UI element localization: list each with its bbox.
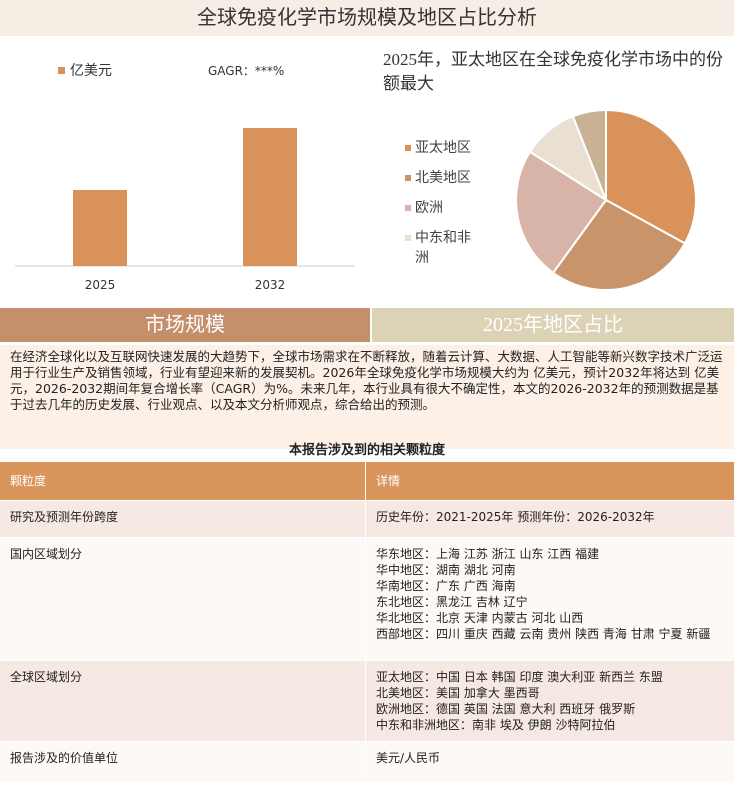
detail-line: 华东地区：上海 江苏 浙江 山东 江西 福建 bbox=[376, 547, 600, 561]
legend-item: 中东和非洲 bbox=[405, 228, 480, 268]
legend-label: 欧洲 bbox=[415, 200, 443, 216]
detail-line: 华北地区：北京 天津 内蒙古 河北 山西 bbox=[376, 611, 584, 625]
detail-line: 欧洲地区：德国 英国 法国 意大利 西班牙 俄罗斯 bbox=[376, 702, 636, 716]
detail-line: 华南地区：广东 广西 海南 bbox=[376, 579, 516, 593]
legend-item: 北美地区 bbox=[405, 168, 480, 188]
table-cell: 亚太地区：中国 日本 韩国 印度 澳大利亚 新西兰 东盟 北美地区：美国 加拿大 … bbox=[366, 661, 734, 741]
legend-label: 亚太地区 bbox=[415, 140, 471, 156]
detail-line: 东北地区：黑龙江 吉林 辽宁 bbox=[376, 595, 528, 609]
table-cell: 历史年份：2021-2025年 预测年份：2026-2032年 bbox=[366, 501, 734, 537]
tab: 市场规模 bbox=[0, 308, 370, 342]
table: 颗粒度 详情 研究及预测年份跨度 历史年份：2021-2025年 预测年份：202… bbox=[0, 462, 734, 783]
legend-swatch bbox=[405, 205, 411, 211]
detail-line: 历史年份：2021-2025年 预测年份：2026-2032年 bbox=[376, 510, 655, 524]
legend-swatch bbox=[405, 145, 411, 151]
legend-item: 亚太地区 bbox=[405, 138, 480, 158]
tab: 2025年地区占比 bbox=[372, 308, 734, 342]
table-header: 颗粒度 详情 bbox=[0, 462, 734, 501]
pie-slice bbox=[515, 150, 608, 275]
pie-slice bbox=[605, 108, 697, 245]
legend-item: 欧洲 bbox=[405, 198, 480, 218]
title: 全球免疫化学市场规模及地区占比分析 bbox=[0, 0, 734, 36]
legend-swatch bbox=[405, 175, 411, 181]
pie-chart bbox=[515, 108, 697, 291]
table-row: 国内区域划分 华东地区：上海 江苏 浙江 山东 江西 福建 华中地区：湖南 湖北 河… bbox=[0, 538, 734, 661]
paragraph: 在经济全球化以及互联网快速发展的大趋势下，全球市场需求在不断释放，随着云计算、大… bbox=[0, 345, 734, 449]
legend-swatch bbox=[405, 235, 411, 241]
table-cell: 全球区域划分 bbox=[0, 661, 366, 741]
legend-label: 北美地区 bbox=[415, 170, 471, 186]
legend-label: 亿美元 bbox=[70, 63, 112, 79]
detail-line: 西部地区：四川 重庆 西藏 云南 贵州 陕西 青海 甘肃 宁夏 新疆 bbox=[376, 627, 711, 641]
detail-line: 美元/人民币 bbox=[376, 751, 441, 765]
x-tick-label: 2025 bbox=[85, 278, 116, 292]
pie-title: 2025年，亚太地区在全球免疫化学市场中的份额最大 bbox=[383, 50, 723, 93]
table-row: 研究及预测年份跨度 历史年份：2021-2025年 预测年份：2026-2032年 bbox=[0, 501, 734, 538]
bar-chart: 亿美元 GAGR：***% 2025 2032 bbox=[15, 63, 355, 292]
pie-slice bbox=[551, 198, 687, 291]
table-title: 本报告涉及到的相关颗粒度 bbox=[288, 443, 445, 458]
annotation: GAGR：***% bbox=[208, 64, 284, 78]
table-cell: 研究及预测年份跨度 bbox=[0, 501, 366, 537]
table-row: 报告涉及的价值单位 美元/人民币 bbox=[0, 742, 734, 783]
detail-line: 北美地区：美国 加拿大 墨西哥 bbox=[376, 686, 540, 700]
detail-line: 亚太地区：中国 日本 韩国 印度 澳大利亚 新西兰 东盟 bbox=[376, 670, 663, 684]
detail-line: 华中地区：湖南 湖北 河南 bbox=[376, 563, 516, 577]
table-cell: 华东地区：上海 江苏 浙江 山东 江西 福建 华中地区：湖南 湖北 河南 华南地区：… bbox=[366, 538, 734, 660]
table-row: 全球区域划分 亚太地区：中国 日本 韩国 印度 澳大利亚 新西兰 东盟 北美地区：美… bbox=[0, 661, 734, 742]
pie-slice bbox=[571, 108, 607, 201]
detail-line: 中东和非洲地区：南非 埃及 伊朗 沙特阿拉伯 bbox=[376, 718, 616, 732]
header-cell: 详情 bbox=[376, 474, 401, 488]
legend-label: 中东和非洲 bbox=[415, 230, 471, 266]
x-tick-label: 2032 bbox=[255, 278, 286, 292]
table-cell: 美元/人民币 bbox=[366, 742, 734, 782]
legend-swatch bbox=[58, 67, 65, 74]
bar bbox=[73, 190, 127, 266]
table-cell: 国内区域划分 bbox=[0, 538, 366, 660]
header-cell: 颗粒度 bbox=[0, 462, 366, 500]
table-cell: 报告涉及的价值单位 bbox=[0, 742, 366, 782]
bar bbox=[243, 128, 297, 266]
